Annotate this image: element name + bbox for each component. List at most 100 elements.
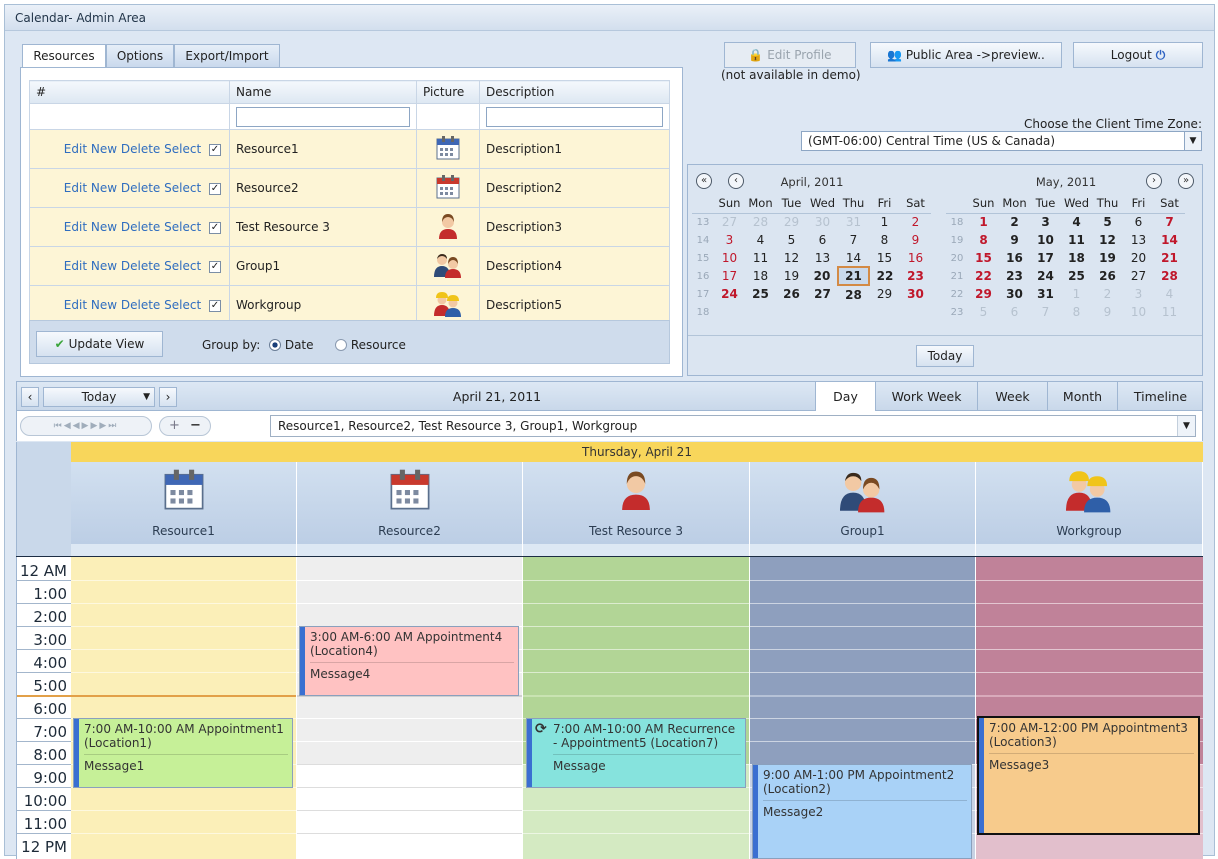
resource-select[interactable]: Resource1, Resource2, Test Resource 3, G…	[270, 415, 1196, 437]
day-cell[interactable]: 15	[876, 251, 893, 265]
day-cell[interactable]: 14	[845, 250, 862, 265]
name-filter-input[interactable]	[236, 106, 410, 127]
day-cell[interactable]: 8	[979, 233, 988, 247]
appointment-selected[interactable]: 7:00 AM-12:00 PM Appointment3 (Location3…	[977, 716, 1200, 835]
day-cell[interactable]: 9	[1103, 305, 1112, 319]
day-cell[interactable]: 2	[1010, 215, 1019, 230]
day-cell[interactable]: 6	[1134, 215, 1143, 230]
day-cell[interactable]: 23	[1006, 269, 1023, 283]
day-cell[interactable]: 29	[975, 287, 992, 301]
day-cell[interactable]: 17	[1037, 251, 1054, 265]
new-link[interactable]: New	[90, 259, 118, 273]
day-cell[interactable]: 3	[1041, 215, 1050, 230]
day-cell[interactable]: 27	[721, 215, 738, 230]
appointment[interactable]: ⟳ 7:00 AM-10:00 AM Recurrence - Appointm…	[526, 718, 746, 788]
zoom-out-icon[interactable]: −	[190, 418, 201, 433]
resource-column[interactable]	[523, 557, 750, 859]
view-tab-month[interactable]: Month	[1047, 382, 1117, 412]
day-cell[interactable]: 30	[1006, 287, 1023, 301]
select-link[interactable]: Select	[164, 181, 202, 195]
day-cell[interactable]: 3	[1134, 287, 1143, 301]
select-checkbox[interactable]: ✓	[209, 182, 221, 195]
day-cell[interactable]: 19	[783, 269, 800, 283]
day-cell[interactable]: 30	[814, 215, 831, 230]
select-checkbox[interactable]: ✓	[209, 299, 221, 312]
chevron-down-icon[interactable]: ▼	[1184, 132, 1201, 150]
today-dropdown[interactable]: Today ▼	[43, 387, 155, 407]
day-cell[interactable]: 8	[880, 233, 889, 247]
edit-link[interactable]: Edit	[63, 181, 88, 195]
day-cell[interactable]: 4	[1072, 215, 1081, 230]
view-tab-timeline[interactable]: Timeline	[1117, 382, 1203, 412]
day-cell[interactable]: 20	[813, 269, 831, 283]
appointment[interactable]: 9:00 AM-1:00 PM Appointment2 (Location2)…	[752, 764, 972, 859]
day-cell[interactable]: 27	[814, 287, 831, 301]
edit-link[interactable]: Edit	[63, 298, 88, 312]
select-link[interactable]: Select	[164, 298, 202, 312]
delete-link[interactable]: Delete	[120, 298, 161, 312]
day-cell[interactable]: 8	[1072, 305, 1081, 319]
delete-link[interactable]: Delete	[120, 142, 161, 156]
day-cell[interactable]: 2	[1103, 287, 1112, 301]
day-cell[interactable]: 28	[752, 215, 769, 230]
appointment[interactable]: 3:00 AM-6:00 AM Appointment4 (Location4)…	[299, 626, 519, 696]
day-cell[interactable]: 17	[721, 269, 738, 283]
day-cell[interactable]: 29	[783, 215, 800, 230]
day-cell[interactable]: 30	[907, 287, 924, 301]
edit-profile-button[interactable]: 🔒 Edit Profile	[724, 42, 856, 68]
day-cell[interactable]: 20	[1130, 251, 1147, 265]
day-cell[interactable]: 1	[880, 215, 889, 230]
day-cell[interactable]: 31	[845, 215, 862, 230]
day-cell[interactable]: 16	[1006, 251, 1023, 265]
timezone-select[interactable]: (GMT-06:00) Central Time (US & Canada) ▼	[801, 131, 1202, 151]
day-cell[interactable]: 31	[1037, 287, 1054, 301]
new-link[interactable]: New	[90, 142, 118, 156]
select-checkbox[interactable]: ✓	[209, 143, 221, 156]
day-cell[interactable]: 11	[752, 251, 769, 265]
day-cell[interactable]: 24	[1037, 269, 1054, 283]
delete-link[interactable]: Delete	[120, 181, 161, 195]
appointment[interactable]: 7:00 AM-10:00 AM Appointment1 (Location1…	[73, 718, 293, 788]
tab-options[interactable]: Options	[106, 44, 174, 68]
new-link[interactable]: New	[90, 181, 118, 195]
day-cell[interactable]: 10	[1130, 305, 1147, 319]
prev-day-icon[interactable]: ‹	[21, 387, 39, 407]
next-day-icon[interactable]: ›	[159, 387, 177, 407]
day-cell[interactable]: 19	[1099, 251, 1116, 265]
radio-resource[interactable]: Resource	[335, 338, 406, 352]
day-cell[interactable]: 25	[752, 287, 769, 301]
select-link[interactable]: Select	[164, 220, 202, 234]
day-cell[interactable]: 27	[1130, 269, 1147, 283]
pager-icons[interactable]: ⏮◀◀▶▶▶⏭	[20, 416, 152, 436]
view-tab-work-week[interactable]: Work Week	[875, 382, 977, 412]
new-link[interactable]: New	[90, 220, 118, 234]
day-cell[interactable]: 29	[876, 287, 893, 301]
delete-link[interactable]: Delete	[120, 220, 161, 234]
fast-next-icon[interactable]: »	[1178, 173, 1194, 189]
edit-link[interactable]: Edit	[63, 220, 88, 234]
select-checkbox[interactable]: ✓	[209, 221, 221, 234]
day-cell[interactable]: 13	[1130, 233, 1147, 247]
edit-link[interactable]: Edit	[63, 259, 88, 273]
today-button[interactable]: Today	[916, 345, 974, 367]
day-cell[interactable]: 7	[1165, 215, 1174, 230]
day-cell[interactable]: 24	[721, 287, 738, 301]
day-cell[interactable]: 9	[1010, 233, 1019, 247]
day-cell[interactable]: 7	[849, 233, 858, 247]
resource-column[interactable]	[297, 557, 523, 859]
day-cell[interactable]: 6	[1010, 305, 1019, 319]
day-cell[interactable]: 4	[756, 233, 765, 247]
day-cell[interactable]: 5	[979, 305, 988, 319]
fast-prev-icon[interactable]: «	[696, 173, 712, 189]
day-cell[interactable]: 14	[1161, 233, 1178, 247]
day-cell[interactable]: 4	[1165, 287, 1174, 301]
day-cell[interactable]: 12	[1099, 233, 1116, 247]
day-cell[interactable]: 6	[818, 233, 827, 247]
day-cell[interactable]: 23	[907, 269, 924, 283]
day-cell[interactable]: 3	[725, 233, 734, 247]
day-cell[interactable]: 7	[1041, 305, 1050, 319]
day-cell[interactable]: 11	[1161, 305, 1178, 319]
radio-date[interactable]: Date	[269, 338, 314, 352]
col-header-name[interactable]: Name	[229, 80, 417, 104]
day-cell[interactable]: 1	[1072, 287, 1081, 301]
